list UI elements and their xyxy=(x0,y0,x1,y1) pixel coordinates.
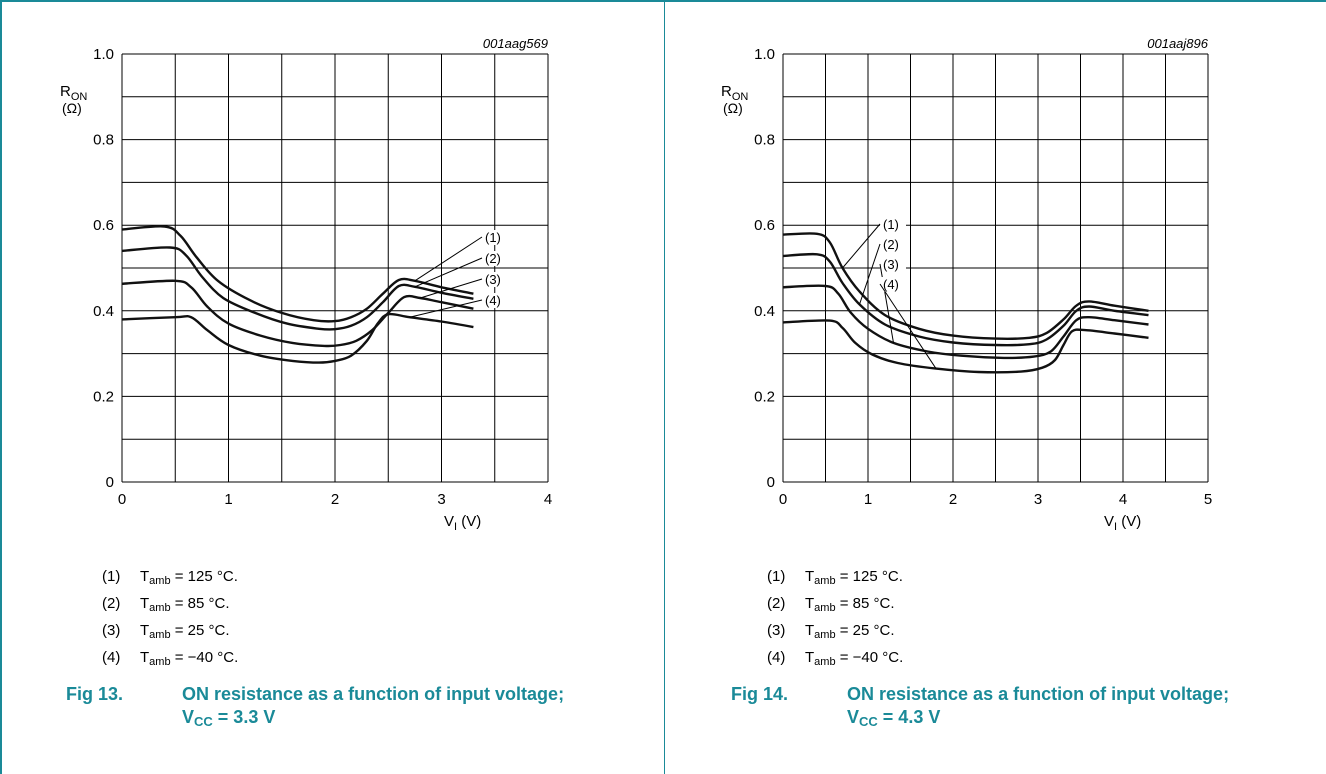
series-label-bg xyxy=(880,237,906,252)
y-tick-label: 0 xyxy=(106,474,114,491)
x-tick-label: 1 xyxy=(224,491,232,508)
y-tick-label: 0.2 xyxy=(754,388,775,405)
series-label-bg xyxy=(880,277,906,292)
series-label: (1) xyxy=(485,230,501,245)
series-label-bg xyxy=(482,230,508,245)
legend-item: (2) Tamb = 85 °C. xyxy=(767,595,895,614)
series-leader-line xyxy=(414,236,483,282)
series-label-bg xyxy=(482,251,508,266)
y-tick-label: 0.4 xyxy=(754,303,775,320)
y-tick-label: 1.0 xyxy=(93,46,114,63)
series-label: (2) xyxy=(485,251,501,266)
y-tick-label: 0.6 xyxy=(754,217,775,234)
series-leader-line xyxy=(859,243,881,305)
series-label: (2) xyxy=(883,237,899,252)
x-axis-label: VI (V) xyxy=(1104,513,1141,533)
series-leader-line xyxy=(409,299,483,318)
series-label: (4) xyxy=(883,277,899,292)
chart-fig13: 0 1 2 3 4 0 0.2 0.4 0.6 0.8 1.0 001aag569 RON(Ω) VI (… xyxy=(60,36,552,533)
y-axis-label: RON xyxy=(721,83,748,103)
y-axis-unit: (Ω) xyxy=(723,100,743,116)
x-tick-label: 1 xyxy=(864,491,872,508)
x-tick-label: 4 xyxy=(544,491,552,508)
series-line xyxy=(782,252,1149,347)
series-label: (3) xyxy=(485,272,501,287)
legend-item: (4) Tamb = −40 °C. xyxy=(102,649,239,668)
chart-fig14: 0 1 2 3 4 5 0 0.2 0.4 0.6 0.8 1.0 001aaj896 RON(Ω) VI … xyxy=(721,36,1212,533)
legend-item: (3) Tamb = 25 °C. xyxy=(102,622,230,641)
x-tick-label: 2 xyxy=(331,491,339,508)
series-line xyxy=(121,312,474,364)
chart-id-label: 001aaj896 xyxy=(1147,36,1208,51)
y-tick-label: 0.2 xyxy=(93,388,114,405)
y-tick-label: 0.6 xyxy=(93,217,114,234)
x-tick-label: 3 xyxy=(1034,491,1042,508)
frame-left-rule xyxy=(0,0,2,774)
series-label-bg xyxy=(880,257,906,272)
top-rule xyxy=(0,0,664,2)
series-label: (4) xyxy=(485,293,501,308)
figure-panel-13: 0 1 2 3 4 0 0.2 0.4 0.6 0.8 1.0 001aag569 RON (Ω) VI (… xyxy=(0,0,664,729)
y-tick-label: 1.0 xyxy=(754,46,775,63)
series-leader-line xyxy=(879,263,894,343)
series-label-bg xyxy=(880,217,906,232)
series-label-bg xyxy=(482,293,508,308)
series-label: (3) xyxy=(883,257,899,272)
chart-id-label: 001aag569 xyxy=(483,36,548,51)
x-tick-label: 3 xyxy=(437,491,445,508)
series-line xyxy=(121,225,474,323)
series-line xyxy=(121,246,474,331)
y-tick-label: 0.4 xyxy=(93,303,114,320)
top-rule xyxy=(665,0,1326,2)
legend-item: (4) Tamb = −40 °C. xyxy=(767,649,904,668)
figure-panel-14: 0 1 2 3 4 5 0 0.2 0.4 0.6 0.8 1.0 001aaj896 RON (Ω) VI … xyxy=(665,0,1326,774)
legend-item: (3) Tamb = 25 °C. xyxy=(767,622,895,641)
x-tick-label: 0 xyxy=(118,491,126,508)
x-tick-label: 4 xyxy=(1119,491,1127,508)
legend-item: (2) Tamb = 85 °C. xyxy=(102,595,230,614)
legend-fig14: (1) Tamb = 125 °C. (2) Tamb = 85 °C. (3) Ta… xyxy=(767,567,903,675)
y-tick-label: 0.8 xyxy=(93,132,114,149)
figure-caption-13: Fig 13. ON resistance as a function of in… xyxy=(66,684,565,729)
x-tick-label: 0 xyxy=(779,491,787,508)
y-axis-unit: (Ω) xyxy=(62,100,82,116)
series-leader-line xyxy=(420,278,483,299)
series-leader-line xyxy=(879,283,937,369)
legend-fig13: (1) Tamb = 125 °C. (2) Tamb = 85 °C. (3) Ta… xyxy=(102,567,238,675)
x-axis-label: VI (V) xyxy=(444,513,481,533)
legend-item: (1) Tamb = 125 °C. xyxy=(767,568,903,587)
y-tick-label: 0 xyxy=(767,474,775,491)
series-line xyxy=(782,284,1149,360)
legend-item: (1) Tamb = 125 °C. xyxy=(102,568,238,587)
series-line xyxy=(782,319,1149,374)
series-line xyxy=(782,232,1149,340)
x-tick-label: 5 xyxy=(1204,491,1212,508)
series-label-bg xyxy=(482,272,508,287)
series-leader-line xyxy=(414,257,483,288)
series-leader-line xyxy=(842,223,881,269)
y-tick-label: 0.8 xyxy=(754,132,775,149)
panel-divider xyxy=(664,0,665,774)
y-axis-label: RON xyxy=(60,83,87,103)
series-line xyxy=(121,279,474,348)
series-label: (1) xyxy=(883,217,899,232)
x-tick-label: 2 xyxy=(949,491,957,508)
figure-caption-14: Fig 14. ON resistance as a function of in… xyxy=(731,684,1230,729)
